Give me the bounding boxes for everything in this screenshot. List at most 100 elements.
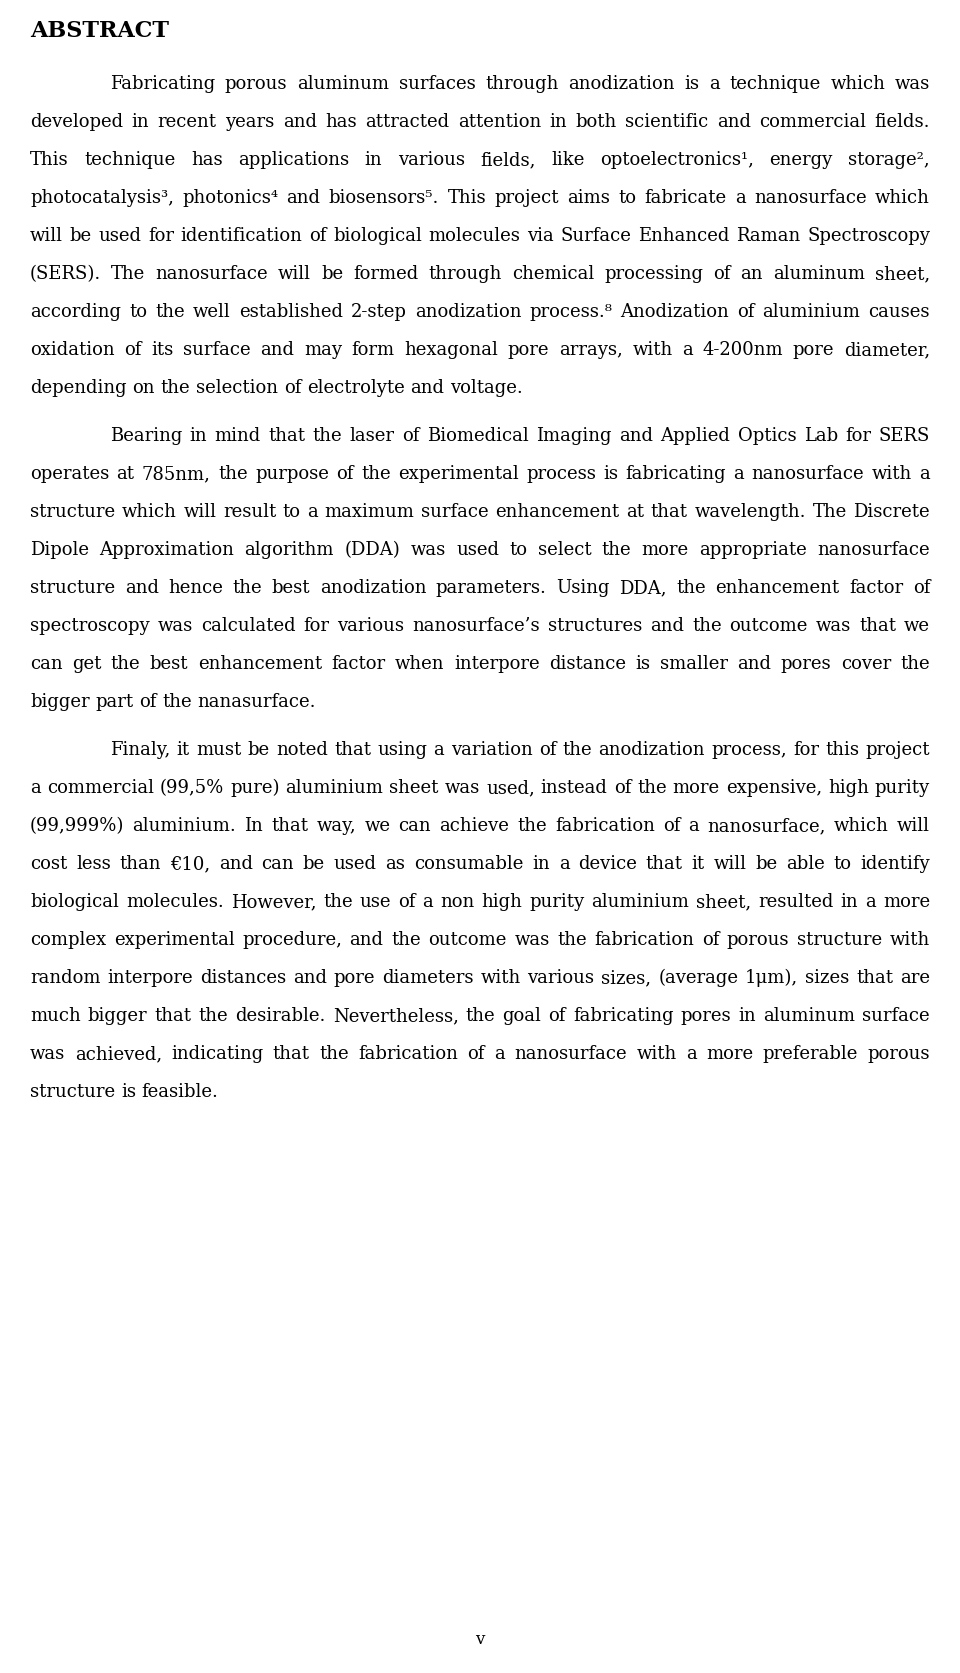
- Text: causes: causes: [869, 303, 930, 321]
- Text: nanosurface: nanosurface: [817, 540, 930, 559]
- Text: to: to: [129, 303, 147, 321]
- Text: Surface: Surface: [561, 228, 632, 244]
- Text: distances: distances: [200, 969, 286, 987]
- Text: parameters.: parameters.: [436, 579, 546, 597]
- Text: aluminium.: aluminium.: [132, 816, 236, 835]
- Text: 4-200nm: 4-200nm: [703, 341, 783, 360]
- Text: porous: porous: [868, 1046, 930, 1062]
- Text: anodization: anodization: [415, 303, 521, 321]
- Text: years: years: [225, 114, 275, 130]
- Text: cost: cost: [30, 855, 67, 873]
- Text: Anodization: Anodization: [620, 303, 729, 321]
- Text: will: will: [897, 816, 930, 835]
- Text: of: of: [139, 693, 156, 711]
- Text: for: for: [845, 427, 872, 445]
- Text: like: like: [551, 151, 585, 169]
- Text: molecules: molecules: [429, 228, 520, 244]
- Text: in: in: [738, 1007, 756, 1026]
- Text: nanosurface: nanosurface: [515, 1046, 627, 1062]
- Text: in: in: [841, 893, 858, 912]
- Text: used: used: [456, 540, 499, 559]
- Text: less: less: [76, 855, 110, 873]
- Text: the: the: [323, 893, 352, 912]
- Text: surface: surface: [862, 1007, 930, 1026]
- Text: technique: technique: [730, 75, 821, 94]
- Text: in: in: [190, 427, 207, 445]
- Text: random: random: [30, 969, 101, 987]
- Text: has: has: [325, 114, 357, 130]
- Text: is: is: [684, 75, 699, 94]
- Text: the: the: [320, 1046, 348, 1062]
- Text: In: In: [245, 816, 263, 835]
- Text: and: and: [219, 855, 252, 873]
- Text: appropriate: appropriate: [699, 540, 807, 559]
- Text: bigger: bigger: [88, 1007, 148, 1026]
- Text: storage²,: storage²,: [849, 151, 930, 169]
- Text: using: using: [377, 741, 427, 760]
- Text: a: a: [683, 341, 693, 360]
- Text: for: for: [793, 741, 819, 760]
- Text: Bearing: Bearing: [110, 427, 182, 445]
- Text: v: v: [475, 1631, 485, 1648]
- Text: biological: biological: [333, 228, 422, 244]
- Text: result: result: [223, 504, 276, 520]
- Text: (average: (average: [659, 969, 738, 987]
- Text: the: the: [110, 656, 140, 673]
- Text: will: will: [30, 228, 63, 244]
- Text: a: a: [735, 189, 746, 207]
- Text: the: the: [563, 741, 592, 760]
- Text: of: of: [663, 816, 681, 835]
- Text: the: the: [156, 303, 184, 321]
- Text: with: with: [890, 930, 930, 949]
- Text: to: to: [618, 189, 636, 207]
- Text: be: be: [70, 228, 92, 244]
- Text: instead: instead: [540, 780, 608, 796]
- Text: was: was: [411, 540, 445, 559]
- Text: a: a: [307, 504, 318, 520]
- Text: photocatalysis³,: photocatalysis³,: [30, 189, 174, 207]
- Text: an: an: [740, 264, 763, 283]
- Text: that: that: [646, 855, 683, 873]
- Text: high: high: [481, 893, 522, 912]
- Text: pores: pores: [780, 656, 831, 673]
- Text: can: can: [30, 656, 62, 673]
- Text: However,: However,: [230, 893, 316, 912]
- Text: more: more: [673, 780, 720, 796]
- Text: outcome: outcome: [428, 930, 507, 949]
- Text: Biomedical: Biomedical: [427, 427, 529, 445]
- Text: commercial: commercial: [759, 114, 866, 130]
- Text: non: non: [440, 893, 474, 912]
- Text: nanosurface: nanosurface: [752, 465, 864, 483]
- Text: the: the: [900, 656, 930, 673]
- Text: diameter,: diameter,: [844, 341, 930, 360]
- Text: smaller: smaller: [660, 656, 728, 673]
- Text: project: project: [866, 741, 930, 760]
- Text: nanosurface: nanosurface: [156, 264, 268, 283]
- Text: This: This: [30, 151, 68, 169]
- Text: wavelength.: wavelength.: [694, 504, 805, 520]
- Text: of: of: [613, 780, 631, 796]
- Text: fabrication: fabrication: [358, 1046, 458, 1062]
- Text: is: is: [603, 465, 618, 483]
- Text: to: to: [510, 540, 527, 559]
- Text: able: able: [786, 855, 825, 873]
- Text: in: in: [132, 114, 149, 130]
- Text: more: more: [707, 1046, 754, 1062]
- Text: nanasurface.: nanasurface.: [198, 693, 316, 711]
- Text: more: more: [883, 893, 930, 912]
- Text: device: device: [578, 855, 637, 873]
- Text: will: will: [278, 264, 311, 283]
- Text: interpore: interpore: [108, 969, 193, 987]
- Text: process.⁸: process.⁸: [529, 303, 612, 321]
- Text: diameters: diameters: [382, 969, 473, 987]
- Text: oxidation: oxidation: [30, 341, 114, 360]
- Text: that: that: [272, 816, 308, 835]
- Text: the: the: [232, 579, 262, 597]
- Text: procedure,: procedure,: [242, 930, 342, 949]
- Text: process: process: [526, 465, 596, 483]
- Text: of: of: [548, 1007, 566, 1026]
- Text: developed: developed: [30, 114, 123, 130]
- Text: and: and: [293, 969, 326, 987]
- Text: was: was: [30, 1046, 65, 1062]
- Text: Finaly,: Finaly,: [110, 741, 170, 760]
